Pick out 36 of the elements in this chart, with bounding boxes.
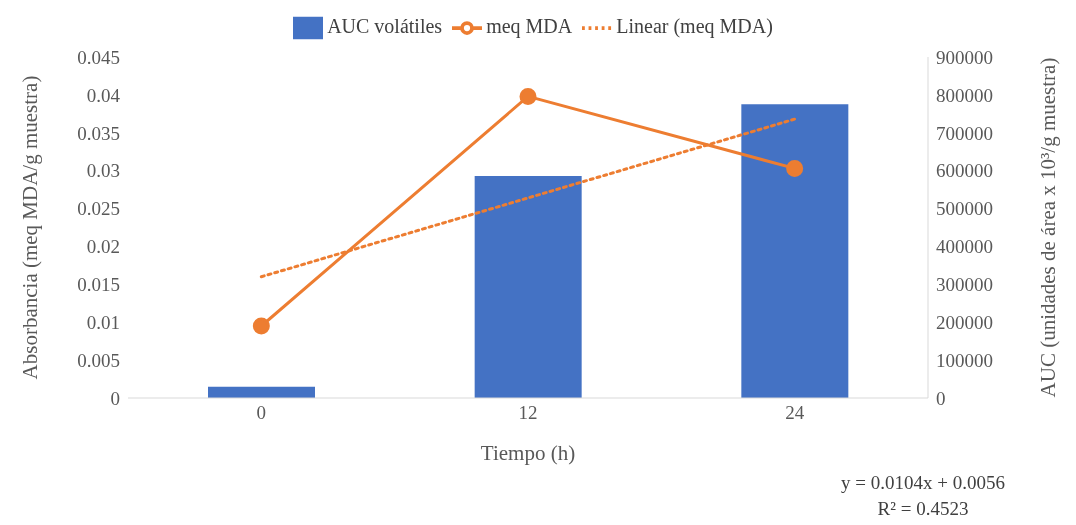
y-tick-label: 0.03	[86, 160, 120, 182]
y-tick-label: 0.035	[77, 122, 120, 144]
x-tick-label: 0	[256, 402, 267, 424]
y-tick-label: 0.015	[77, 274, 120, 296]
legend-label: Linear (meq MDA)	[616, 14, 773, 37]
y-tick-label: 0.01	[86, 311, 120, 333]
point	[519, 87, 537, 105]
y-tick-label: 0	[110, 387, 120, 409]
bar	[741, 104, 849, 398]
y-tick-label: 0.005	[77, 349, 120, 371]
y2-tick-label: 700000	[936, 122, 993, 144]
y-axis-title: Absorbancia (meq MDA/g muestra)	[18, 75, 42, 380]
x-tick-label: 12	[518, 402, 538, 424]
y2-tick-label: 200000	[936, 311, 993, 333]
y2-tick-label: 900000	[936, 46, 993, 68]
y2-tick-label: 400000	[936, 236, 993, 258]
y2-axis-title: AUC (unidades de área x 10³/g muestra)	[1036, 57, 1060, 398]
y2-tick-label: 300000	[936, 274, 993, 296]
point	[786, 159, 804, 177]
y-tick-label: 0.025	[77, 198, 120, 220]
y-tick-label: 0.04	[86, 84, 121, 106]
point	[252, 317, 270, 335]
x-tick-label: 24	[785, 402, 805, 424]
y2-tick-label: 100000	[936, 349, 993, 371]
bar	[474, 175, 582, 398]
y2-tick-label: 800000	[936, 84, 993, 106]
legend-label: AUC volátiles	[327, 14, 443, 37]
text: y = 0.0104x + 0.0056	[840, 471, 1006, 495]
y2-tick-label: 600000	[936, 160, 993, 182]
text: R² = 0.4523	[876, 497, 970, 521]
y-tick-label: 0.02	[86, 236, 120, 258]
y-tick-label: 0.045	[77, 46, 120, 68]
y2-tick-label: 500000	[936, 198, 993, 220]
legend-label: meq MDA	[486, 14, 573, 37]
y2-tick-label: 0	[936, 387, 946, 409]
x-axis-title: Tiempo (h)	[480, 441, 576, 465]
